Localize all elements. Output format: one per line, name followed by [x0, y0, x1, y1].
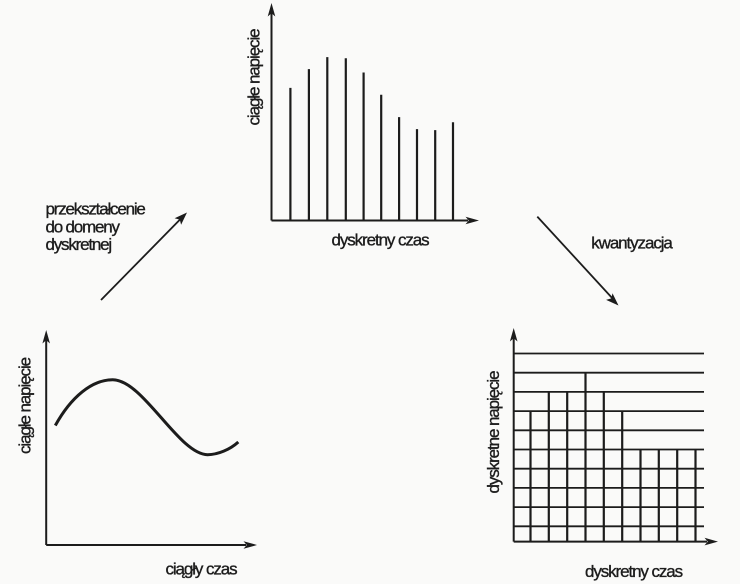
svg-text:przekształcenie: przekształcenie — [46, 200, 146, 219]
svg-text:kwantyzacja: kwantyzacja — [591, 234, 673, 253]
svg-text:dyskretnej: dyskretnej — [46, 235, 112, 254]
svg-text:dyskretny czas: dyskretny czas — [331, 231, 429, 250]
svg-text:ciągłe napięcie: ciągłe napięcie — [16, 357, 35, 454]
svg-text:ciągłe napięcie: ciągłe napięcie — [245, 29, 264, 126]
svg-text:dyskretne napięcie: dyskretne napięcie — [484, 371, 503, 494]
svg-text:dyskretny czas: dyskretny czas — [585, 562, 683, 581]
svg-text:do domeny: do domeny — [46, 217, 121, 236]
svg-text:ciągły czas: ciągły czas — [165, 560, 237, 579]
